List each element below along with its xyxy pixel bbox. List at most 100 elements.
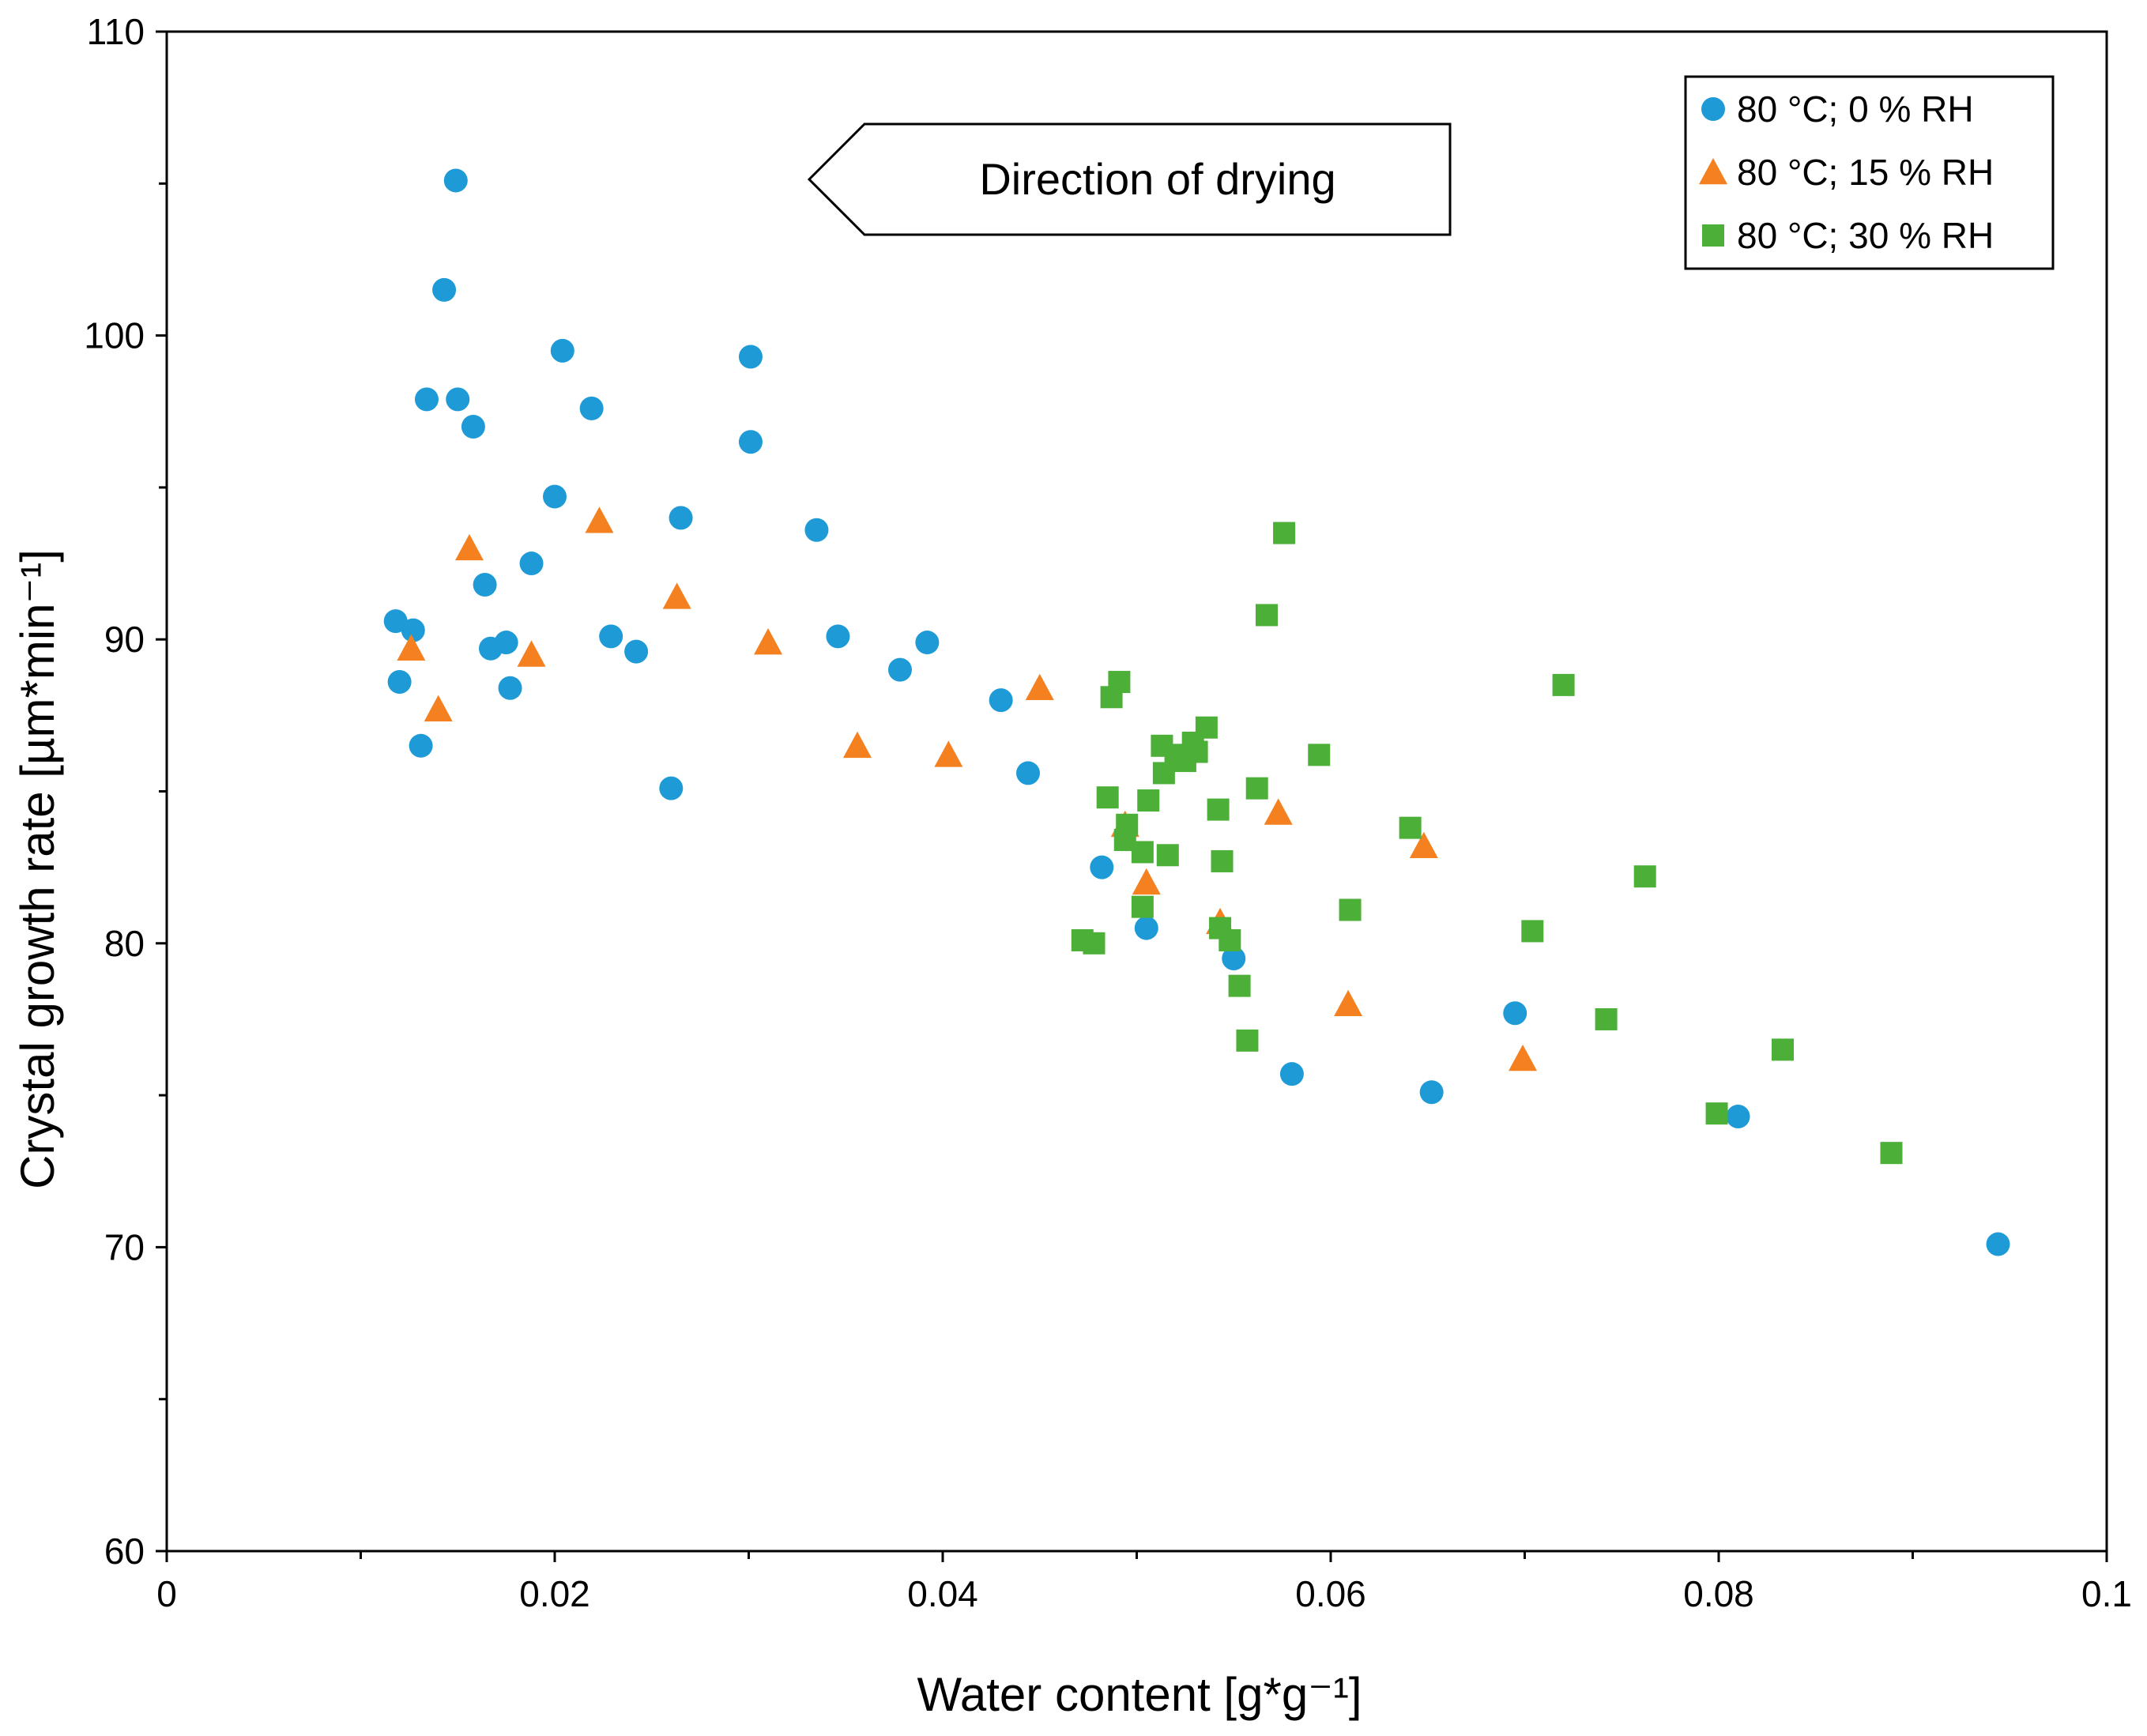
series-0rh-point xyxy=(1016,761,1041,785)
series-0rh-point xyxy=(550,338,574,363)
series-30rh-point xyxy=(1236,1029,1259,1052)
series-30rh-point xyxy=(1521,920,1544,943)
x-tick-label: 0.06 xyxy=(1295,1573,1366,1614)
series-0rh-point xyxy=(543,484,567,509)
series-30rh-point xyxy=(1228,974,1251,997)
series-0rh-point xyxy=(624,639,649,664)
series-0rh-point xyxy=(1222,947,1246,971)
series-0rh-point xyxy=(498,676,522,700)
series-0rh-point xyxy=(804,518,829,542)
series-30rh-point xyxy=(1705,1102,1728,1125)
series-15rh-point xyxy=(1509,1044,1538,1071)
series-0rh-point xyxy=(414,387,439,412)
series-15rh-point xyxy=(585,506,614,533)
series-15rh-point xyxy=(424,695,453,721)
series-15rh-point xyxy=(1334,989,1363,1017)
series-0rh-point xyxy=(669,506,693,530)
series-30rh-point xyxy=(1211,849,1234,872)
series-0rh-point xyxy=(446,387,470,412)
y-tick-label: 60 xyxy=(104,1531,145,1572)
series-30rh-point xyxy=(1595,1007,1618,1030)
series-15rh-point xyxy=(1409,831,1438,859)
series-0rh-point xyxy=(738,430,763,454)
series-30rh-point xyxy=(1156,844,1179,867)
y-tick-label: 110 xyxy=(87,11,145,52)
x-tick-label: 0.1 xyxy=(2081,1573,2132,1614)
series-15rh-point xyxy=(934,740,963,767)
series-30rh-point xyxy=(1308,744,1331,766)
series-0rh-point xyxy=(1726,1105,1750,1129)
series-15rh-point xyxy=(454,533,484,561)
legend-marker xyxy=(1701,97,1725,121)
series-0rh-point xyxy=(443,168,468,193)
series-30rh-point xyxy=(1096,786,1119,809)
series-30rh-point xyxy=(1255,604,1278,627)
x-axis-title: Water content [g*g⁻¹] xyxy=(917,1668,1362,1721)
series-15rh-point xyxy=(1132,868,1161,895)
y-tick-label: 90 xyxy=(104,619,145,660)
series-0rh-point xyxy=(387,670,412,695)
series-0rh-point xyxy=(915,631,940,655)
series-0rh-point xyxy=(519,552,544,576)
series-30rh-point xyxy=(1083,932,1106,955)
axes: 0 0.02 0.04 0.06 0.08 0.1 60 70 80 90 100 110 xyxy=(84,11,2132,1614)
legend-marker xyxy=(1702,224,1724,247)
legend-label: 80 °C; 30 % RH xyxy=(1737,215,1994,256)
series-0rh-point xyxy=(1503,1001,1527,1026)
y-axis-title: Crystal growth rate [µm*min⁻¹] xyxy=(11,549,64,1189)
legend: 80 °C; 0 % RH 80 °C; 15 % RH 80 °C; 30 % R… xyxy=(1684,75,2055,270)
series-0rh-point xyxy=(432,277,457,302)
series-30rh-point xyxy=(1219,928,1241,951)
drying-direction-arrow xyxy=(807,122,1452,236)
series-0rh-point xyxy=(1419,1080,1444,1105)
series-30rh-point xyxy=(1131,841,1154,864)
series-15rh-point xyxy=(517,640,546,667)
x-tick-label: 0.02 xyxy=(519,1573,590,1614)
series-30rh-point xyxy=(1152,762,1175,785)
series-0rh-point xyxy=(887,657,912,682)
series-0rh-point xyxy=(473,572,497,597)
series-30rh-point xyxy=(1772,1038,1795,1061)
legend-marker xyxy=(1699,158,1727,185)
x-tick-label: 0.04 xyxy=(907,1573,978,1614)
series-0rh-point xyxy=(826,624,850,649)
series-0rh xyxy=(383,168,2010,1256)
series-30rh-point xyxy=(1245,777,1268,800)
y-tick-label: 100 xyxy=(84,315,145,356)
series-30rh-point xyxy=(1100,686,1123,709)
drying-direction-label: Direction of drying xyxy=(979,154,1335,204)
series-15rh-point xyxy=(842,731,872,759)
y-tick-label: 70 xyxy=(104,1226,145,1267)
series-30rh-point xyxy=(1339,898,1362,921)
series-0rh-point xyxy=(1279,1062,1304,1086)
y-tick-label: 80 xyxy=(104,923,145,964)
series-30rh-point xyxy=(1131,895,1154,918)
series-0rh-point xyxy=(409,733,433,758)
series-15rh-point xyxy=(754,628,783,655)
x-tick-label: 0 xyxy=(156,1573,177,1614)
series-0rh-point xyxy=(461,414,485,439)
legend-label: 80 °C; 15 % RH xyxy=(1737,152,1994,193)
series-30rh xyxy=(1071,522,1903,1165)
series-15rh xyxy=(397,506,1538,1071)
data-points xyxy=(383,168,2010,1256)
series-30rh-point xyxy=(1273,522,1296,544)
series-15rh-point xyxy=(397,634,426,661)
series-30rh-point xyxy=(1207,798,1230,821)
series-30rh-point xyxy=(1633,865,1656,888)
series-30rh-point xyxy=(1137,789,1160,812)
series-30rh-point xyxy=(1173,750,1196,773)
drying-direction-annotation: Direction of drying xyxy=(807,122,1452,236)
series-0rh-point xyxy=(383,609,408,634)
series-15rh-point xyxy=(1264,798,1293,825)
series-0rh-point xyxy=(1986,1232,2010,1256)
series-15rh-point xyxy=(1025,673,1054,701)
series-0rh-point xyxy=(478,636,503,661)
series-15rh-point xyxy=(662,582,691,609)
series-30rh-point xyxy=(1552,673,1575,696)
series-0rh-point xyxy=(599,624,623,649)
series-0rh-point xyxy=(401,618,425,642)
legend-label: 80 °C; 0 % RH xyxy=(1737,88,1974,130)
series-0rh-point xyxy=(659,776,684,800)
